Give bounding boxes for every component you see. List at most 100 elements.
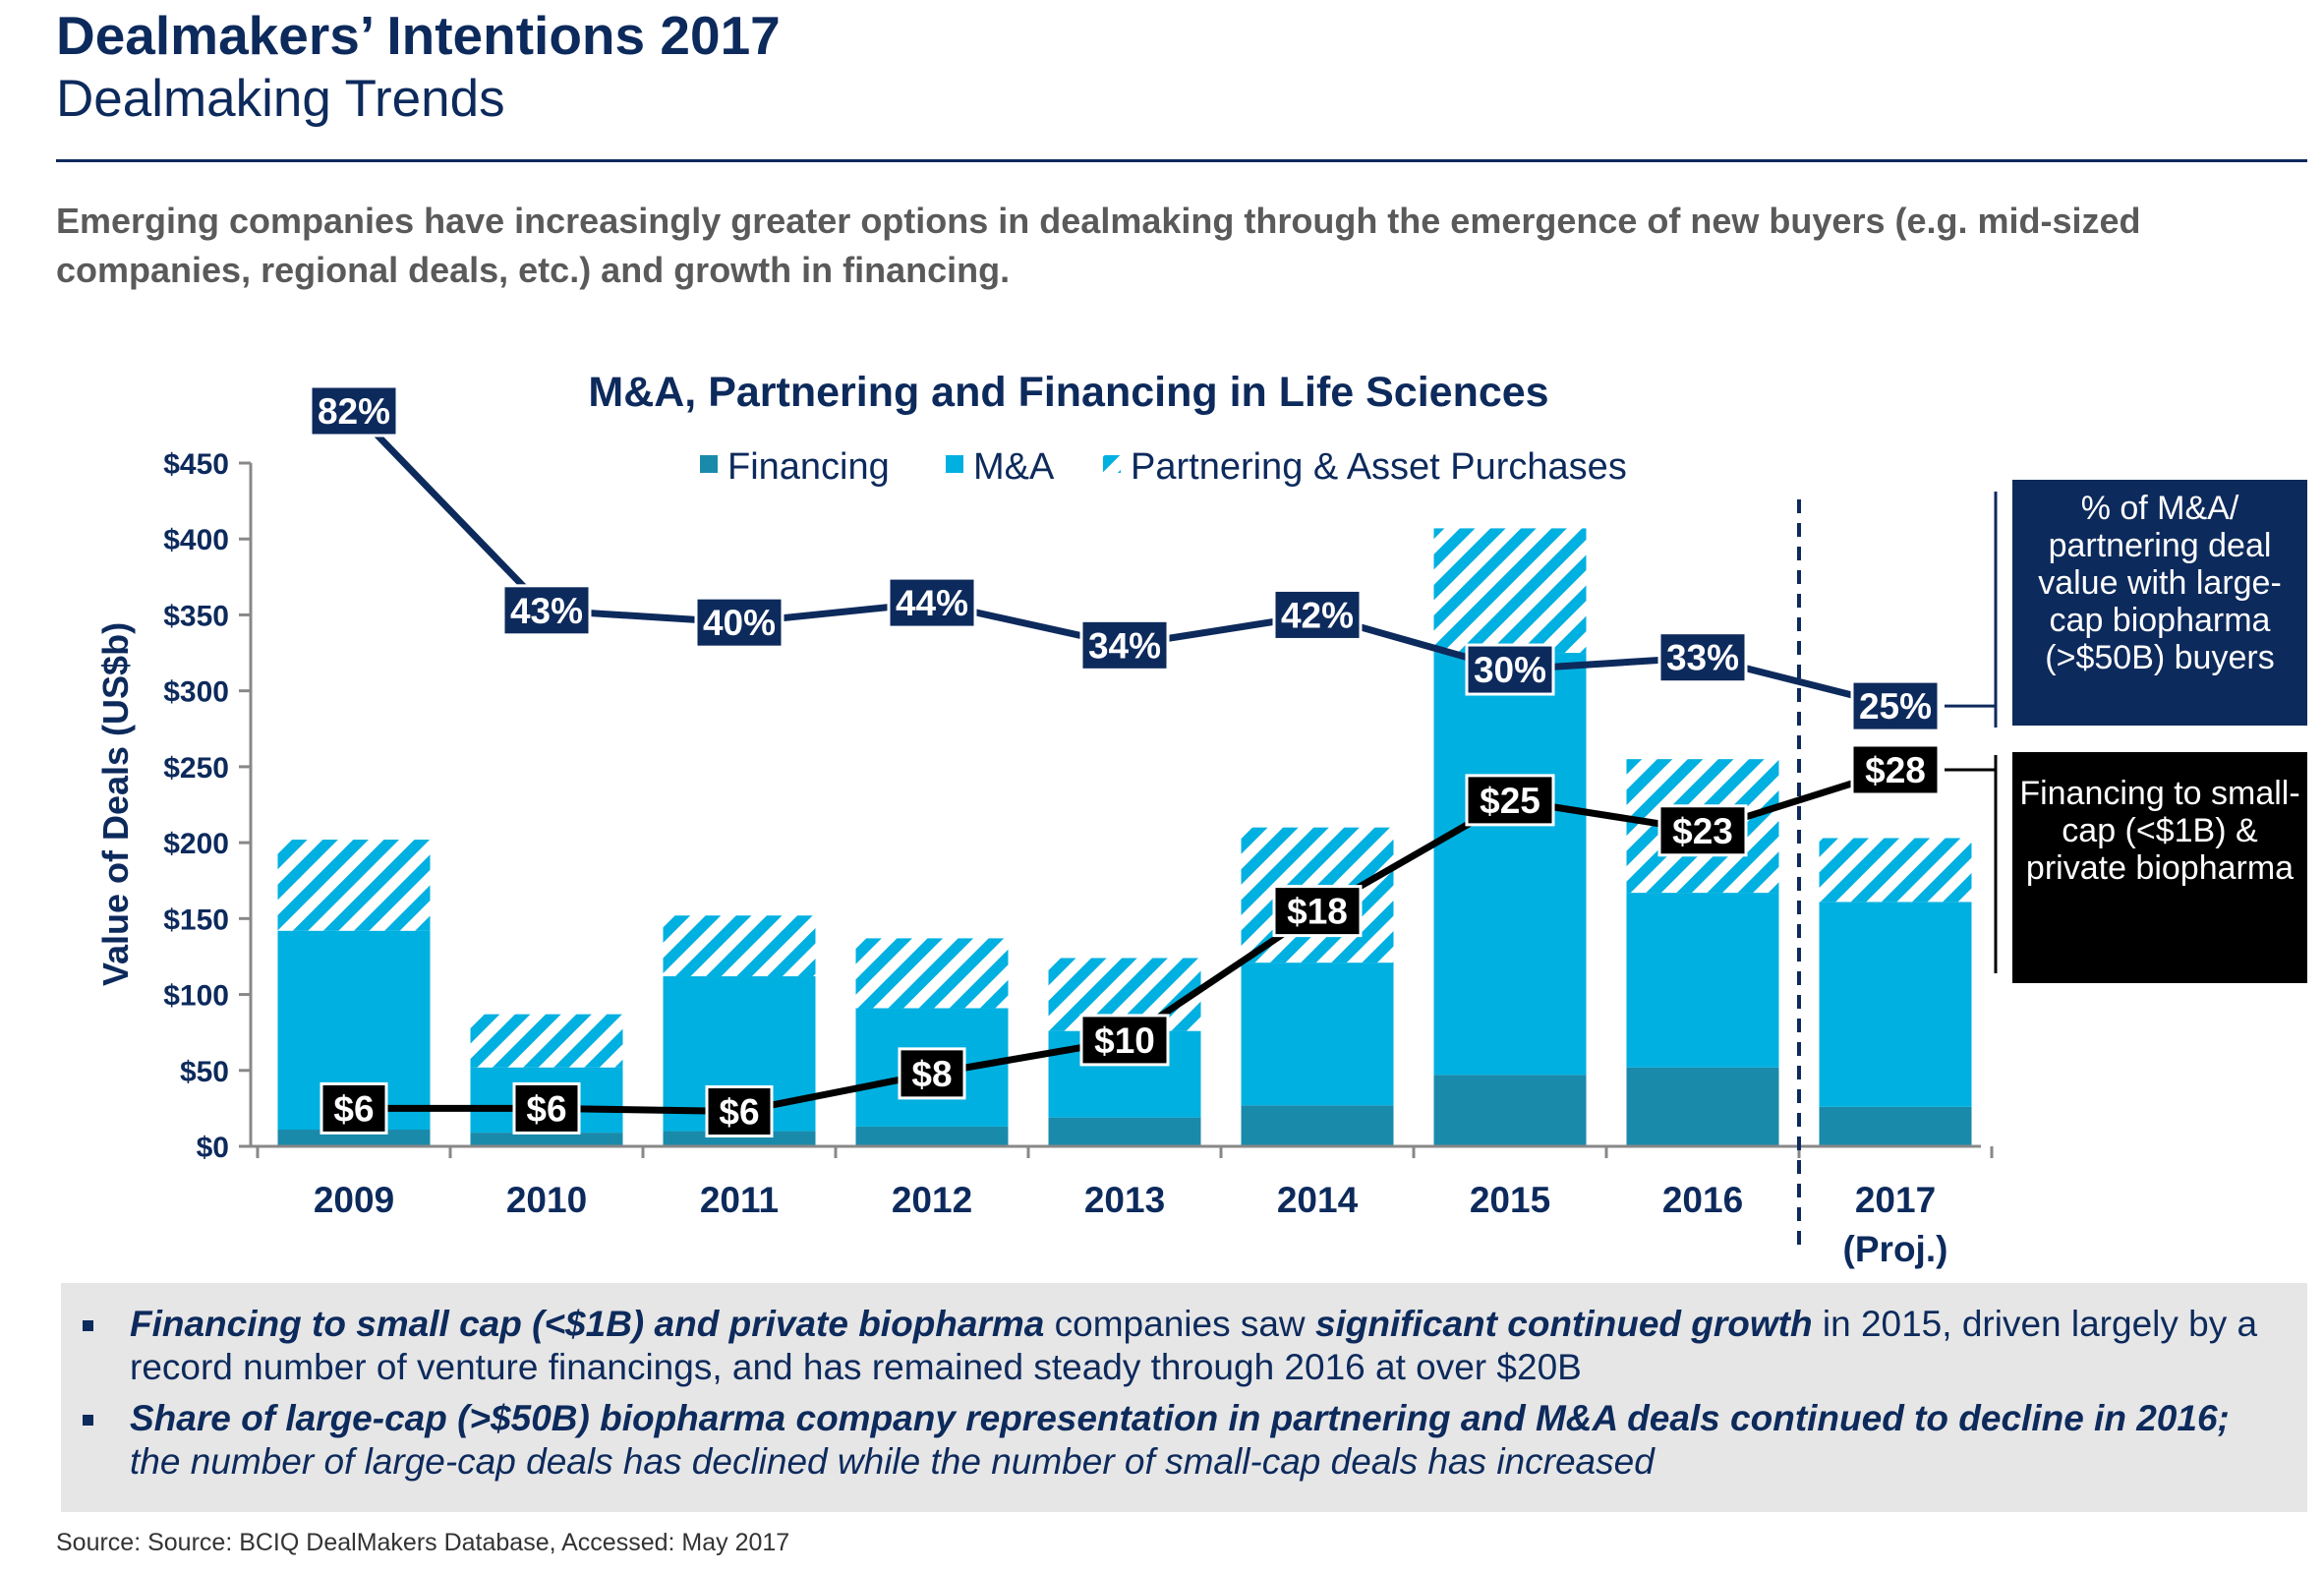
data-label: $6 bbox=[719, 1091, 759, 1132]
data-label: $23 bbox=[1672, 811, 1733, 851]
data-label: 40% bbox=[703, 603, 776, 643]
bar-financing-2013 bbox=[1048, 1117, 1201, 1146]
data-label: $18 bbox=[1287, 892, 1348, 932]
legend-swatch bbox=[946, 455, 963, 473]
y-tick-label: $150 bbox=[163, 904, 229, 936]
data-label-box bbox=[1850, 743, 1941, 796]
data-label-box bbox=[512, 1081, 581, 1135]
data-label-box bbox=[1850, 679, 1941, 732]
data-label: $6 bbox=[333, 1088, 374, 1129]
x-tick-label: 2014 bbox=[1277, 1180, 1359, 1220]
bar-financing-2014 bbox=[1241, 1105, 1394, 1146]
data-label-box bbox=[320, 1081, 388, 1135]
legend-label: Partnering & Asset Purchases bbox=[1131, 446, 1627, 488]
bullet-marker bbox=[83, 1320, 93, 1331]
data-label-box bbox=[1079, 1014, 1170, 1067]
y-tick-label: $350 bbox=[163, 600, 229, 632]
data-label-box bbox=[898, 1047, 966, 1100]
y-tick-label: $50 bbox=[180, 1056, 229, 1088]
data-label: $28 bbox=[1865, 750, 1926, 790]
bar-partnering-asset-purchases-2010 bbox=[470, 1014, 623, 1068]
bar-m-a-2014 bbox=[1241, 962, 1394, 1106]
data-label-box bbox=[1079, 618, 1170, 671]
financing-callout: Financing to small-cap (<$1B) & private … bbox=[2012, 752, 2307, 983]
bar-partnering-asset-purchases-2009 bbox=[277, 840, 431, 931]
data-label-box bbox=[309, 384, 399, 437]
y-tick-label: $450 bbox=[163, 448, 229, 481]
bar-financing-2011 bbox=[663, 1131, 816, 1146]
bar-partnering-asset-purchases-2011 bbox=[663, 915, 816, 977]
x-tick-label: 2016 bbox=[1662, 1180, 1743, 1220]
data-label-box bbox=[1272, 588, 1363, 641]
y-tick-label: $0 bbox=[197, 1132, 229, 1164]
legend-swatch bbox=[1103, 455, 1121, 473]
bar-financing-2010 bbox=[470, 1133, 623, 1146]
bar-financing-2009 bbox=[277, 1130, 431, 1146]
legend-swatch bbox=[700, 455, 718, 473]
data-label-box bbox=[1657, 631, 1748, 684]
data-label: $10 bbox=[1094, 1020, 1155, 1061]
bullet-marker bbox=[83, 1415, 93, 1426]
bar-financing-2017 bbox=[1819, 1106, 1972, 1146]
y-tick-label: $400 bbox=[163, 524, 229, 556]
finding-2-strong: Share of large-cap (>$50B) biopharma com… bbox=[130, 1398, 2230, 1438]
page-title: Dealmakers’ Intentions 2017 bbox=[56, 5, 781, 66]
finding-1-strong-2: significant continued growth bbox=[1314, 1304, 1813, 1344]
bar-financing-2012 bbox=[855, 1126, 1009, 1146]
data-label-box bbox=[887, 576, 977, 629]
key-findings-box: Financing to small cap (<$1B) and privat… bbox=[61, 1283, 2307, 1512]
data-label: $6 bbox=[526, 1088, 566, 1129]
data-label-box bbox=[501, 584, 592, 637]
legend-label: M&A bbox=[973, 446, 1055, 488]
data-label-box bbox=[694, 596, 784, 649]
x-tick-label: 2012 bbox=[892, 1180, 972, 1220]
x-tick-label: 2013 bbox=[1084, 1180, 1165, 1220]
chart-title: M&A, Partnering and Financing in Life Sc… bbox=[588, 369, 1548, 416]
x-tick-label: 2011 bbox=[700, 1180, 779, 1220]
data-label: 33% bbox=[1666, 638, 1739, 678]
y-tick-label: $100 bbox=[163, 980, 229, 1013]
data-label: 44% bbox=[896, 583, 968, 623]
y-tick-label: $200 bbox=[163, 828, 229, 860]
bar-financing-2016 bbox=[1626, 1067, 1779, 1146]
y-tick-label: $250 bbox=[163, 752, 229, 785]
data-label: $25 bbox=[1480, 781, 1540, 821]
bar-partnering-asset-purchases-2015 bbox=[1433, 528, 1587, 654]
data-label: 43% bbox=[510, 591, 583, 631]
intro-text: Emerging companies have increasingly gre… bbox=[56, 201, 2141, 290]
title-divider bbox=[56, 159, 2307, 162]
finding-2-text: the number of large-cap deals has declin… bbox=[130, 1441, 1655, 1482]
y-axis-title: Value of Deals (US$b) bbox=[95, 622, 136, 986]
deal-value-chart: $0 $50 $100 $150 $200 $250 $300 $350 $400 $450 Val… bbox=[95, 369, 1998, 1269]
data-label-box bbox=[1657, 804, 1748, 857]
data-label: 30% bbox=[1474, 650, 1546, 690]
x-tick-label: 2015 bbox=[1470, 1180, 1550, 1220]
data-label: $8 bbox=[911, 1054, 952, 1094]
finding-1: Financing to small cap (<$1B) and privat… bbox=[130, 1303, 2263, 1389]
data-label-box bbox=[1465, 643, 1555, 696]
callout-connector-blue bbox=[1945, 492, 1998, 708]
source-note: Source: Source: BCIQ DealMakers Database… bbox=[56, 1529, 790, 1556]
x-tick-label: 2010 bbox=[506, 1180, 587, 1220]
data-label: 34% bbox=[1088, 625, 1161, 666]
bar-partnering-asset-purchases-2017 bbox=[1819, 838, 1972, 903]
bar-financing-2015 bbox=[1433, 1075, 1587, 1146]
data-label: 82% bbox=[318, 391, 390, 432]
bar-m-a-2015 bbox=[1433, 653, 1587, 1076]
finding-1-text-a: companies saw bbox=[1044, 1304, 1315, 1344]
finding-2: Share of large-cap (>$50B) biopharma com… bbox=[130, 1397, 2263, 1484]
data-label: 42% bbox=[1281, 595, 1354, 635]
legend-label: Financing bbox=[727, 446, 890, 488]
data-label: 25% bbox=[1859, 686, 1932, 727]
page-subtitle: Dealmaking Trends bbox=[56, 70, 505, 128]
data-label-box bbox=[705, 1084, 774, 1137]
bar-m-a-2016 bbox=[1626, 893, 1779, 1068]
x-tick-sublabel: (Proj.) bbox=[1843, 1229, 1948, 1269]
x-tick-label: 2009 bbox=[314, 1180, 394, 1220]
x-tick-label: 2017 bbox=[1855, 1180, 1936, 1220]
data-label-box bbox=[1465, 774, 1555, 827]
bar-m-a-2017 bbox=[1819, 902, 1972, 1107]
finding-1-strong: Financing to small cap (<$1B) and privat… bbox=[130, 1304, 1045, 1344]
finding-1-text-b: in 2015, driven largely by a record numb… bbox=[130, 1304, 2258, 1387]
large-cap-callout: % of M&A/ partnering deal value with lar… bbox=[2012, 480, 2307, 726]
